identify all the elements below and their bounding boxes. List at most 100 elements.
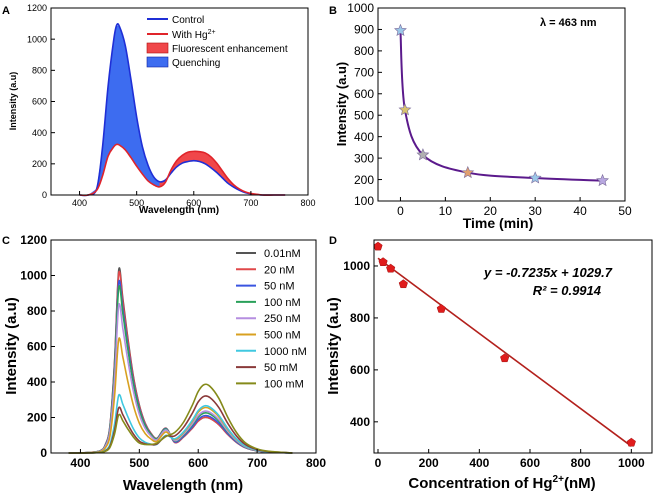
panel-c-ytick-label-6: 1200	[20, 233, 47, 247]
panel-d-ytick-label-0: 400	[350, 415, 370, 429]
panel-a-ytick-label-6: 1200	[27, 3, 47, 13]
panel-b-ylabel: Intensity (a.u)	[334, 62, 349, 147]
panel-label-a: A	[2, 5, 10, 17]
panel-c-line-8	[68, 383, 293, 454]
panel-a-line-control	[79, 23, 286, 197]
panel-d-point-1	[378, 257, 388, 266]
panel-b-point-5	[596, 173, 609, 187]
panel-c-line-6	[68, 393, 293, 454]
panel-d-chart: 0 200 400 600 800 1000 400 600 800 1000 Concentra…	[325, 239, 653, 492]
panel-a-xlabel: Wavelength (nm)	[139, 205, 219, 216]
panel-a-ylabel: Intensity (a.u)	[8, 72, 18, 131]
panel-b-ytick-label-0: 100	[354, 194, 374, 208]
panel-b-ytick-label-8: 900	[354, 23, 374, 37]
panel-d-point-6	[626, 437, 636, 447]
panel-d-xtick-label-5: 1000	[618, 456, 645, 470]
enhancement-area	[159, 151, 286, 195]
panel-d-xlabel: Concentration of Hg2+(nM)	[408, 474, 595, 492]
panel-d-point-0	[373, 241, 383, 251]
legend-label-8: 100 mM	[264, 378, 304, 390]
panel-b-frame	[377, 7, 626, 202]
panel-label-c: C	[2, 235, 10, 247]
panel-c-ytick-label-2: 400	[27, 375, 47, 389]
panel-c-xtick-label-2: 600	[188, 456, 208, 470]
panel-a-ytick-label-2: 400	[32, 128, 47, 138]
legend-label-control: Control	[172, 15, 204, 26]
legend-label-1: 20 nM	[264, 264, 295, 276]
panel-d-xtick-label-2: 400	[469, 456, 489, 470]
legend-swatch-enhancement	[146, 42, 169, 54]
panel-b-ytick-label-2: 300	[354, 151, 374, 165]
panel-d-point-4	[436, 304, 446, 313]
panel-b-ytick-label-9: 1000	[347, 1, 374, 15]
legend-label-hg: With Hg2+	[172, 29, 216, 41]
panel-a-ytick-label-5: 1000	[27, 34, 47, 44]
legend-label-0: 0.01nM	[264, 248, 301, 260]
panel-b-point-0	[394, 23, 407, 37]
panel-b-ytick-label-4: 500	[354, 108, 374, 122]
panel-c-line-7	[68, 395, 293, 454]
panel-b-xtick-label-4: 40	[573, 204, 587, 218]
panel-c-ytick-label-3: 600	[27, 340, 47, 354]
legend-label-2: 50 nM	[264, 281, 295, 293]
panel-b-ytick-label-7: 800	[354, 44, 374, 58]
panel-b-xtick-label-1: 10	[439, 204, 453, 218]
panel-c-ytick-label-4: 800	[27, 304, 47, 318]
legend-swatch-quenching	[146, 56, 169, 68]
panel-d-point-5	[500, 353, 510, 363]
panel-b-point-1	[398, 103, 412, 116]
panel-d-point-2	[386, 263, 396, 273]
panel-d-ytick-label-2: 800	[350, 311, 370, 325]
panel-d-ytick-label-3: 1000	[343, 259, 370, 273]
panel-d-fit-line	[377, 257, 632, 447]
legend-label-5: 500 nM	[264, 330, 301, 342]
panel-c-ytick-label-1: 200	[27, 411, 47, 425]
panel-b-xtick-label-3: 30	[529, 204, 543, 218]
panel-b-line	[399, 30, 603, 182]
panel-b-ytick-label-5: 600	[354, 87, 374, 101]
panel-d-xtick-label-0: 0	[375, 456, 382, 470]
panel-c-ytick-label-5: 1000	[20, 269, 47, 283]
panel-label-b: B	[329, 5, 337, 17]
panel-a-ytick-label-1: 200	[32, 159, 47, 169]
legend-label-7: 50 mM	[264, 362, 298, 374]
panel-a-xtick-label-3: 700	[243, 198, 258, 208]
panel-label-d: D	[329, 235, 337, 247]
panel-c-xtick-label-1: 500	[129, 456, 149, 470]
panel-b-xtick-label-5: 50	[618, 204, 632, 218]
panel-d-xtick-label-4: 800	[571, 456, 591, 470]
panel-c-xtick-label-4: 800	[306, 456, 326, 470]
panel-b-annotation: λ = 463 nm	[540, 17, 597, 29]
panel-a-xtick-label-2: 600	[186, 198, 201, 208]
panel-b-ytick-label-3: 400	[354, 130, 374, 144]
panel-a-chart: 400 500 600 700 800 0 200 400 600 800 1000 1200 Wav…	[8, 3, 316, 216]
legend-label-quenching: Quenching	[172, 58, 220, 69]
panel-d-ytick-label-1: 600	[350, 363, 370, 377]
panel-c-xtick-label-3: 700	[247, 456, 267, 470]
legend-label-6: 1000 nM	[264, 346, 307, 358]
panel-b-xlabel: Time (min)	[463, 215, 534, 231]
panel-a-xtick-label-4: 800	[300, 198, 315, 208]
panel-c-ytick-label-0: 0	[40, 446, 47, 460]
panel-b-point-3	[461, 165, 475, 179]
panel-d-r2: R² = 0.9914	[533, 283, 602, 298]
panel-a-line-with-hg	[79, 143, 286, 197]
panel-d-xtick-label-1: 200	[419, 456, 439, 470]
panel-d-frame	[373, 239, 653, 454]
panel-a-ytick-label-3: 600	[32, 97, 47, 107]
panel-b-chart: 0 10 20 30 40 50 100 200 300 400 500 600 700 800 900 10…	[334, 1, 632, 231]
panel-c-xtick-label-0: 400	[70, 456, 90, 470]
panel-c-ylabel: Intensity (a.u)	[3, 297, 20, 395]
panel-b-ytick-label-6: 700	[354, 66, 374, 80]
panel-b-point-2	[416, 148, 430, 161]
legend-label-enhancement: Fluorescent enhancement	[172, 44, 288, 55]
panel-b-point-4	[528, 171, 542, 184]
panel-b-xtick-label-2: 20	[484, 204, 498, 218]
panel-c-line-3	[68, 285, 293, 454]
panel-d-point-3	[398, 279, 408, 289]
panel-b-ytick-label-1: 200	[354, 173, 374, 187]
legend-label-3: 100 nM	[264, 297, 301, 309]
panel-c-legend: 0.01nM 20 nM 50 nM 100 nM 250 nM 500 nM 1000 n…	[236, 248, 307, 390]
